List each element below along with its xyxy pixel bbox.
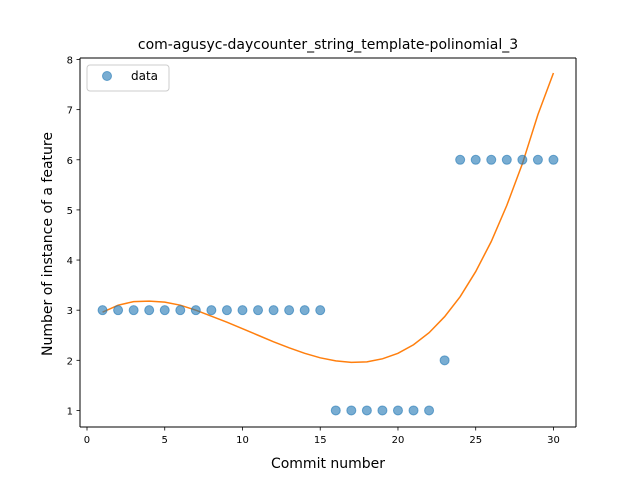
data-point	[144, 305, 155, 316]
y-tick-label: 1	[67, 406, 73, 417]
chart-title: com-agusyc-daycounter_string_template-po…	[138, 37, 518, 53]
data-point	[408, 405, 419, 416]
data-point	[237, 305, 248, 316]
data-point	[517, 154, 528, 165]
data-point	[455, 154, 466, 165]
data-point	[284, 305, 295, 316]
x-axis-label: Commit number	[271, 456, 385, 472]
data-point	[377, 405, 388, 416]
plot-background	[80, 58, 576, 427]
data-point	[128, 305, 139, 316]
x-tick-label: 25	[469, 435, 482, 446]
data-point	[97, 305, 108, 316]
data-point	[221, 305, 232, 316]
fit-curve-line	[102, 72, 555, 364]
y-tick-label: 2	[67, 356, 73, 367]
axes-layer	[79, 57, 577, 428]
data-point	[113, 305, 124, 316]
y-tick-label: 8	[67, 56, 73, 67]
data-point	[532, 154, 543, 165]
data-point	[190, 305, 201, 316]
x-tick-label: 5	[162, 435, 168, 446]
legend: data	[86, 64, 170, 92]
plot-area	[80, 58, 576, 427]
x-tick-label: 20	[392, 435, 405, 446]
data-point	[315, 305, 326, 316]
data-point	[486, 154, 497, 165]
data-point	[346, 405, 357, 416]
ticks-layer: 0 5 10 15 20 25 30 1 2 3 4 5 6 7 8	[67, 56, 560, 446]
x-tick-label: 15	[314, 435, 327, 446]
data-point	[501, 154, 512, 165]
y-tick-label: 6	[67, 156, 73, 167]
x-tick-label: 10	[236, 435, 249, 446]
y-tick-label: 5	[67, 206, 73, 217]
data-point	[548, 154, 559, 165]
data-point	[392, 405, 403, 416]
y-tick-label: 4	[67, 256, 73, 267]
data-point	[470, 154, 481, 165]
data-point	[159, 305, 170, 316]
legend-label: data	[131, 69, 158, 83]
data-point	[268, 305, 279, 316]
x-tick-label: 30	[547, 435, 560, 446]
data-point	[424, 405, 435, 416]
x-tick-label: 0	[84, 435, 90, 446]
legend-marker	[102, 71, 112, 81]
data-point	[361, 405, 372, 416]
data-point	[175, 305, 186, 316]
y-tick-label: 7	[67, 106, 73, 117]
y-tick-label: 3	[67, 306, 73, 317]
fit-curve-layer	[102, 72, 555, 364]
data-point	[299, 305, 310, 316]
data-points-layer	[97, 154, 559, 416]
data-point	[439, 355, 450, 366]
data-point	[253, 305, 264, 316]
y-axis-label: Number of instance of a feature	[40, 132, 56, 356]
data-point	[330, 405, 341, 416]
data-point	[206, 305, 217, 316]
